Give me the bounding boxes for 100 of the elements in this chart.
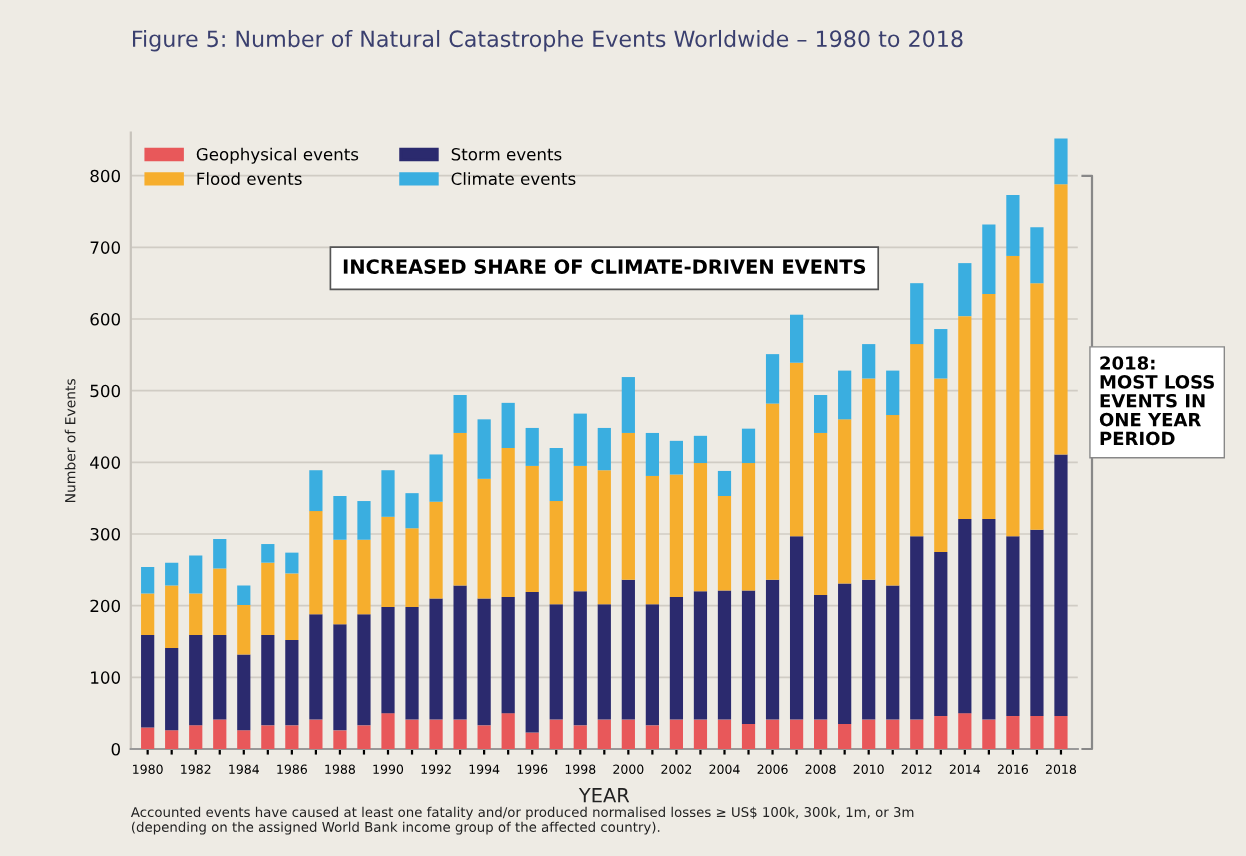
bar: [934, 716, 948, 749]
bar: [261, 635, 275, 726]
bar: [213, 568, 227, 636]
y-tick-label: 0: [111, 742, 120, 756]
bar: [141, 593, 155, 636]
bar: [1006, 195, 1020, 256]
bar: [669, 719, 684, 749]
bar: [645, 725, 659, 749]
bar: [261, 725, 275, 749]
bar: [285, 640, 299, 726]
bar: [862, 344, 876, 379]
legend-label: Flood events: [197, 172, 302, 186]
bar: [1030, 283, 1044, 530]
bar: [501, 448, 515, 598]
bar: [1006, 536, 1020, 717]
bar: [645, 432, 659, 476]
bar: [429, 598, 443, 720]
bar: [1006, 255, 1020, 537]
bar: [838, 583, 852, 724]
y-tick-label: 600: [90, 312, 120, 326]
bar: [333, 496, 347, 540]
bar: [765, 354, 780, 404]
bar: [213, 635, 227, 720]
y-tick-label: 500: [90, 384, 120, 398]
bar: [958, 713, 972, 749]
bar: [189, 725, 203, 749]
bar: [1054, 138, 1068, 185]
bar: [525, 732, 539, 749]
bar: [814, 394, 828, 433]
bar: [982, 293, 996, 519]
bar: [333, 539, 347, 625]
bar: [910, 344, 924, 537]
bar: [453, 394, 467, 433]
bar: [838, 419, 852, 584]
bar: [429, 719, 443, 749]
bar: [621, 377, 635, 433]
y-tick-label: 200: [90, 599, 120, 613]
bar: [165, 647, 179, 731]
bar: [934, 551, 948, 717]
x-axis-title: YEAR: [578, 788, 630, 803]
bar: [309, 470, 323, 512]
legend-label: Geophysical events: [196, 147, 359, 164]
bar: [381, 470, 395, 517]
bar: [669, 474, 684, 598]
bar: [501, 402, 515, 449]
bar: [381, 713, 395, 749]
bar: [982, 719, 996, 749]
bar: [477, 478, 491, 599]
bar: [165, 585, 179, 648]
bar: [862, 719, 876, 749]
bar: [814, 719, 828, 749]
bar: [453, 432, 467, 586]
bar: [549, 604, 563, 720]
y-tick-label: 700: [90, 241, 120, 254]
bar: [789, 536, 804, 720]
bar: [934, 329, 948, 379]
bar: [741, 428, 756, 464]
bar: [645, 604, 659, 726]
bar: [309, 614, 323, 720]
bar: [453, 719, 467, 749]
bar: [573, 465, 587, 592]
bar: [477, 419, 491, 479]
bar: [189, 635, 203, 726]
bar: [573, 413, 587, 466]
bar: [862, 579, 876, 720]
bar: [1054, 454, 1068, 717]
bar: [789, 719, 804, 749]
bar: [910, 719, 924, 749]
chart-title: Figure 5: Number of Natural Catastrophe Events Worldwide – 1980 to 2018: [133, 29, 963, 52]
bar: [453, 585, 467, 720]
bar: [141, 727, 155, 749]
bar: [429, 454, 443, 502]
bar: [958, 316, 972, 519]
bar: [141, 635, 155, 728]
bar: [886, 585, 900, 720]
bar: [958, 263, 972, 317]
bar: [862, 378, 876, 580]
bar: [285, 725, 299, 749]
y-tick-label: 800: [90, 169, 120, 183]
bar: [958, 518, 972, 714]
bar: [501, 597, 515, 714]
bar: [477, 725, 491, 749]
bar: [213, 539, 227, 569]
legend-label: Storm events: [451, 147, 562, 161]
bar: [621, 579, 635, 720]
bar: [1030, 529, 1044, 717]
y-tick-label: 300: [90, 527, 120, 541]
bar: [525, 465, 539, 593]
bar: [982, 518, 996, 720]
bar: [886, 719, 900, 749]
bar: [333, 730, 347, 749]
bar: [621, 719, 635, 749]
bar: [501, 713, 515, 749]
bar: [477, 598, 491, 726]
bar: [934, 378, 948, 552]
bar: [357, 725, 371, 749]
bar: [669, 440, 684, 475]
bar: [405, 528, 419, 608]
text: 2018: MOST LOSS EVENTS IN ONE YEAR PERIOD: [1099, 356, 1214, 446]
y-tick-label: 100: [91, 671, 120, 684]
